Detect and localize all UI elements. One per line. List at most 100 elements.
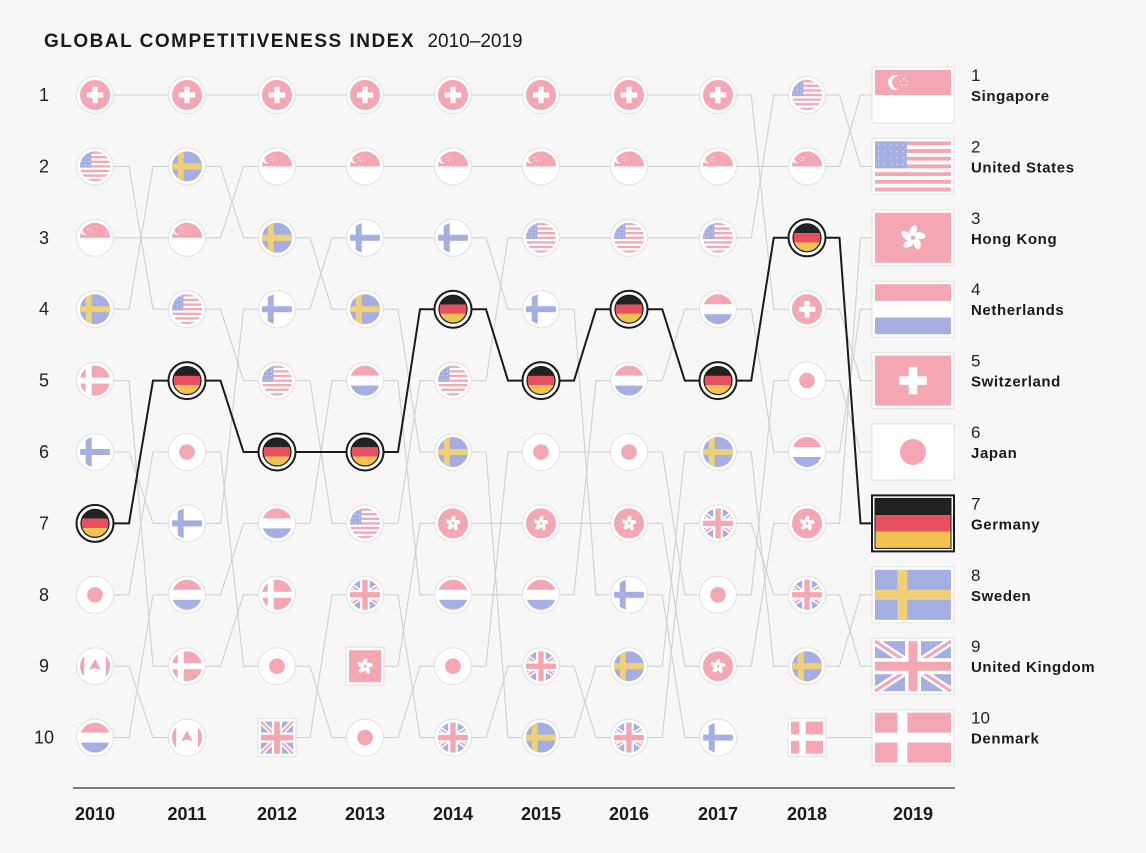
flag-marker-united-states <box>434 361 472 400</box>
flag-marker-netherlands <box>788 433 826 471</box>
flag-marker-singapore <box>434 147 472 186</box>
year-label: 2013 <box>345 804 385 824</box>
legend-flag-united-states <box>871 137 955 195</box>
rank-label: 2 <box>39 156 49 176</box>
legend-country-name: Sweden <box>971 588 1031 605</box>
flag-marker-denmark <box>168 647 206 686</box>
legend-country-name: United Kingdom <box>971 659 1095 676</box>
flag-marker-japan <box>788 361 826 400</box>
flag-marker-sweden <box>434 433 472 471</box>
flag-marker-finland <box>76 433 114 471</box>
flag-marker-netherlands <box>610 361 648 400</box>
flag-marker-hong-kong <box>522 504 560 543</box>
flag-marker-finland <box>699 718 737 757</box>
flag-marker-united-states <box>788 76 826 114</box>
legend-country-name: Singapore <box>971 88 1050 105</box>
flag-marker-switzerland <box>788 290 826 329</box>
flag-marker-germany <box>521 361 561 401</box>
year-label: 2015 <box>521 804 561 824</box>
year-label: 2012 <box>257 804 297 824</box>
flag-marker-hong-kong <box>434 504 472 543</box>
flag-marker-canada <box>76 647 114 686</box>
flag-marker-japan <box>76 575 114 614</box>
legend-country-name: Netherlands <box>971 302 1064 319</box>
flag-marker-germany <box>75 503 115 543</box>
rank-label: 10 <box>34 728 54 748</box>
flag-marker-united-states <box>522 218 560 257</box>
flag-marker-switzerland <box>699 76 737 114</box>
rank-connectors <box>95 94 913 739</box>
flag-marker-netherlands <box>522 575 560 614</box>
flag-marker-finland <box>258 290 296 329</box>
flag-marker-singapore <box>788 147 826 186</box>
flag-markers <box>75 76 827 758</box>
legend-rank: 7 <box>971 494 980 513</box>
legend-country-name: Japan <box>971 445 1017 462</box>
flag-marker-netherlands <box>434 575 472 614</box>
flag-marker-united-states <box>258 361 296 400</box>
flag-marker-switzerland <box>610 76 648 114</box>
flag-marker-sweden <box>346 290 384 329</box>
flag-marker-denmark <box>787 718 827 758</box>
rank-label: 6 <box>39 442 49 462</box>
flag-marker-switzerland <box>522 76 560 114</box>
flag-marker-switzerland <box>258 76 296 114</box>
flag-marker-japan <box>699 575 737 614</box>
flag-marker-germany <box>698 361 738 401</box>
flag-marker-japan <box>610 433 648 471</box>
flag-marker-united-kingdom <box>257 718 297 758</box>
flag-marker-switzerland <box>168 76 206 114</box>
year-label: 2019 <box>893 804 933 824</box>
legend-flag-switzerland <box>871 352 955 410</box>
flag-marker-singapore <box>522 147 560 186</box>
flag-marker-united-states <box>346 504 384 543</box>
legend-rank: 4 <box>971 280 980 299</box>
legend-rank: 5 <box>971 352 980 371</box>
flag-marker-germany <box>787 218 827 258</box>
flag-marker-sweden <box>788 647 826 686</box>
flag-marker-switzerland <box>434 76 472 114</box>
year-label: 2010 <box>75 804 115 824</box>
flag-marker-united-states <box>610 218 648 257</box>
flag-marker-japan <box>434 647 472 686</box>
flag-marker-germany <box>345 432 385 472</box>
final-ranking-legend: 1 Singapore 2 United States 3 Hong Kong 4 Nethe… <box>871 66 1095 767</box>
flag-marker-hong-kong <box>699 647 737 686</box>
flag-marker-sweden <box>610 647 648 686</box>
flag-marker-sweden <box>522 718 560 757</box>
year-label: 2018 <box>787 804 827 824</box>
flag-marker-singapore <box>168 218 206 257</box>
rank-label: 7 <box>39 513 49 533</box>
flag-marker-united-kingdom <box>346 575 384 614</box>
flag-marker-sweden <box>168 147 206 186</box>
flag-marker-united-states <box>76 147 114 186</box>
flag-marker-united-states <box>699 218 737 257</box>
legend-flag-netherlands <box>871 280 955 338</box>
year-label: 2011 <box>167 804 206 824</box>
legend-flag-united-kingdom <box>871 637 955 695</box>
legend-country-name: Germany <box>971 516 1040 533</box>
flag-marker-singapore <box>258 147 296 186</box>
flag-marker-netherlands <box>168 575 206 614</box>
legend-rank: 8 <box>971 566 980 585</box>
connector-switzerland <box>718 94 807 310</box>
flag-marker-germany <box>167 361 207 401</box>
legend-rank: 10 <box>971 709 990 728</box>
legend-flag-denmark <box>871 709 955 767</box>
flag-marker-united-kingdom <box>434 718 472 757</box>
legend-country-name: Denmark <box>971 731 1039 748</box>
flag-marker-singapore <box>699 147 737 186</box>
flag-marker-sweden <box>76 290 114 329</box>
flag-marker-singapore <box>610 147 648 186</box>
flag-marker-united-kingdom <box>788 575 826 614</box>
rank-label: 4 <box>39 299 49 319</box>
flag-marker-united-states <box>168 290 206 329</box>
legend-country-name: Switzerland <box>971 374 1061 391</box>
flag-marker-finland <box>610 575 648 614</box>
flag-marker-netherlands <box>346 361 384 400</box>
year-axis: 2010 2011 2012 2013 2014 2015 2016 2017 2018 2019 <box>75 804 933 824</box>
flag-marker-united-kingdom <box>522 647 560 686</box>
flag-marker-germany <box>609 289 649 329</box>
